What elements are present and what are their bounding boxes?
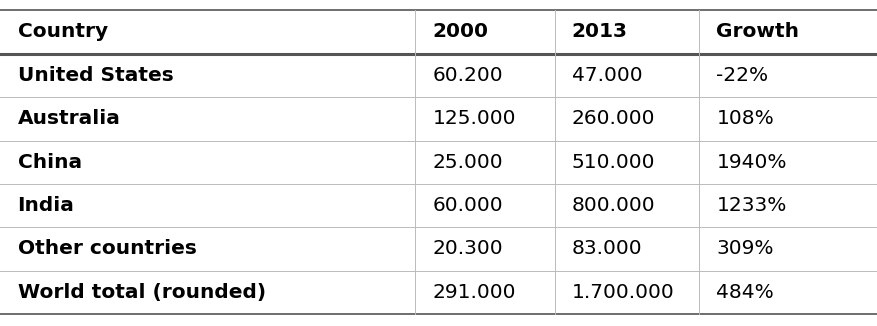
Text: China: China [18, 153, 82, 172]
Text: Other countries: Other countries [18, 239, 196, 259]
Text: 20.300: 20.300 [432, 239, 503, 259]
Text: 83.000: 83.000 [571, 239, 641, 259]
Text: 800.000: 800.000 [571, 196, 654, 215]
Text: 47.000: 47.000 [571, 66, 641, 85]
Text: Australia: Australia [18, 109, 120, 128]
Text: United States: United States [18, 66, 173, 85]
Text: 1233%: 1233% [716, 196, 786, 215]
Text: 25.000: 25.000 [432, 153, 503, 172]
Text: 1940%: 1940% [716, 153, 786, 172]
Text: 60.200: 60.200 [432, 66, 503, 85]
Text: 1.700.000: 1.700.000 [571, 283, 674, 302]
Text: 125.000: 125.000 [432, 109, 516, 128]
Text: 291.000: 291.000 [432, 283, 516, 302]
Text: 2013: 2013 [571, 22, 627, 41]
Text: 260.000: 260.000 [571, 109, 654, 128]
Text: 60.000: 60.000 [432, 196, 503, 215]
Text: Country: Country [18, 22, 108, 41]
Text: -22%: -22% [716, 66, 767, 85]
Text: 484%: 484% [716, 283, 774, 302]
Text: World total (rounded): World total (rounded) [18, 283, 266, 302]
Text: India: India [18, 196, 75, 215]
Text: 108%: 108% [716, 109, 774, 128]
Text: 2000: 2000 [432, 22, 488, 41]
Text: 510.000: 510.000 [571, 153, 654, 172]
Text: Growth: Growth [716, 22, 799, 41]
Text: 309%: 309% [716, 239, 773, 259]
